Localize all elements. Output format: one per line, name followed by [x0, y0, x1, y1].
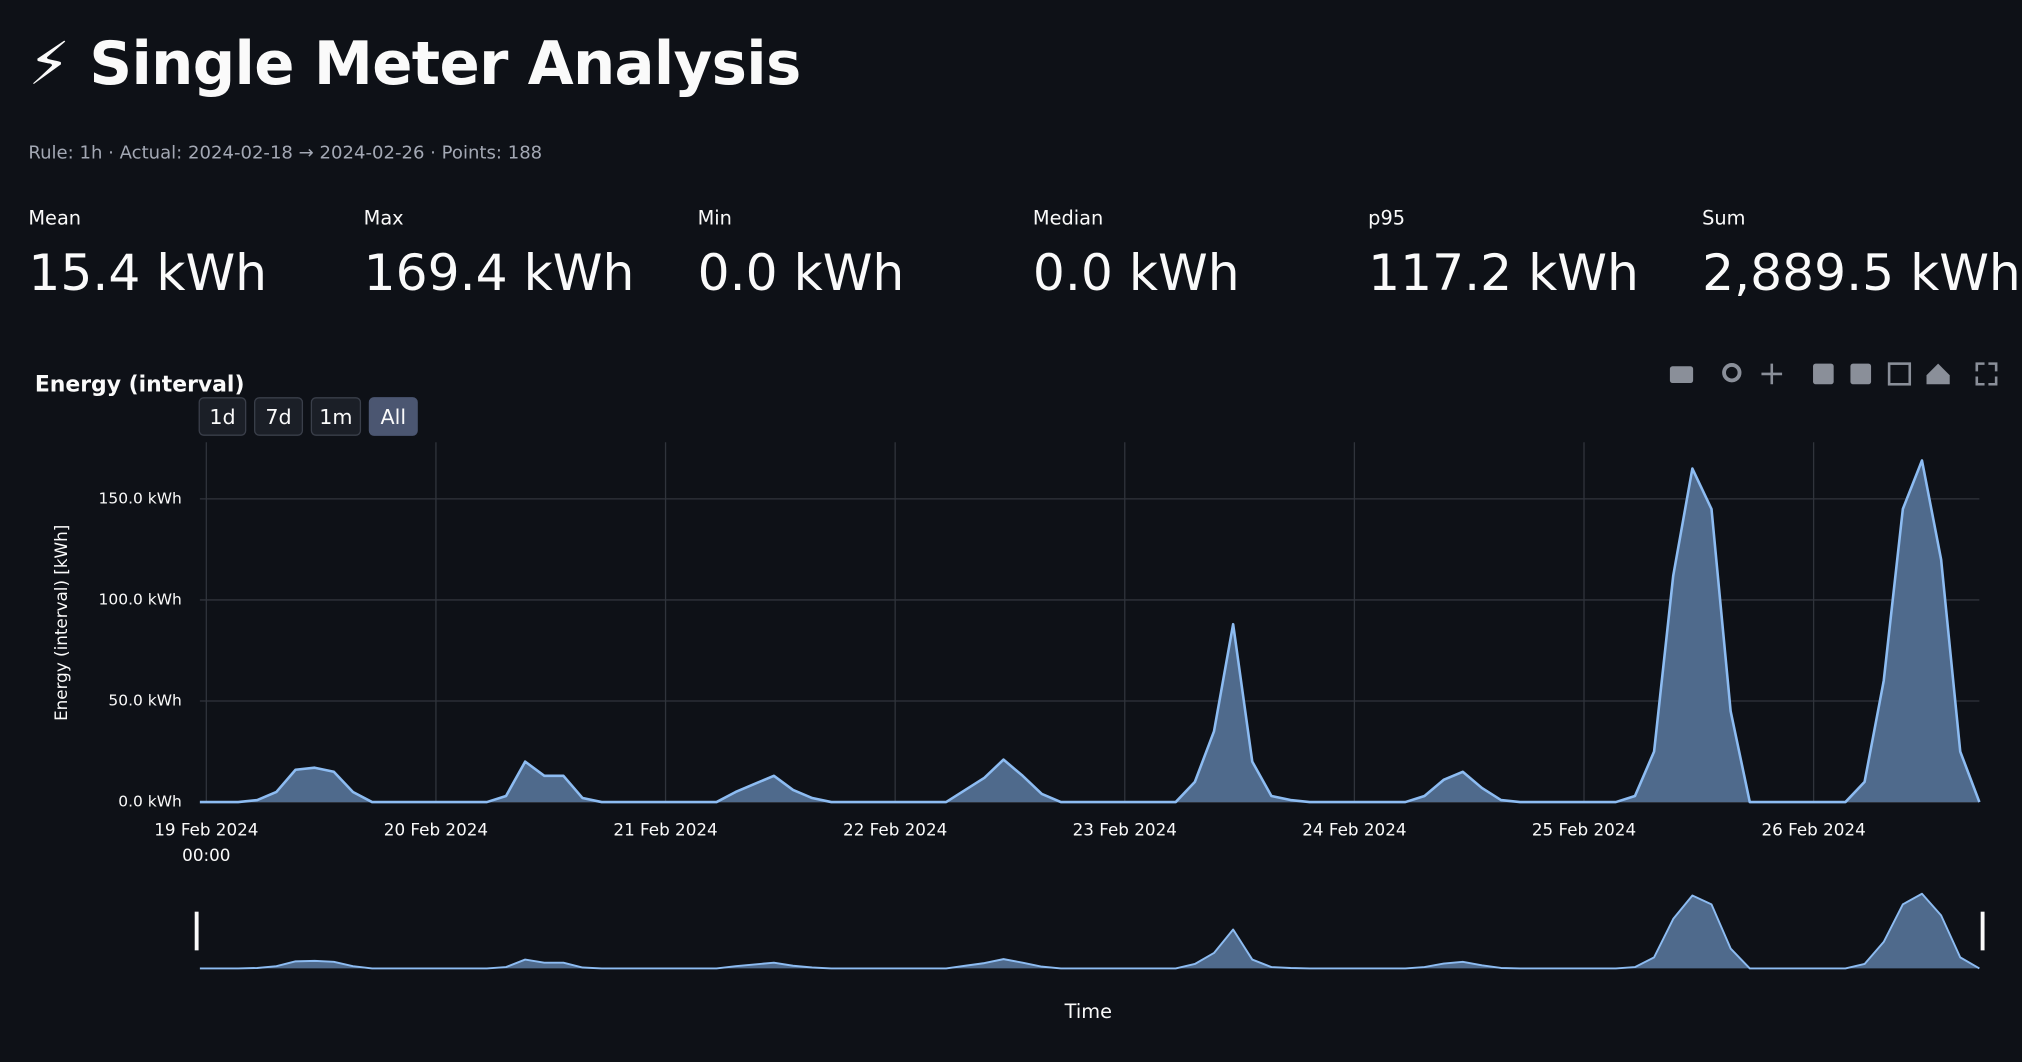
range-button[interactable]: 7d: [254, 397, 304, 436]
fullscreen-icon[interactable]: [1975, 362, 1998, 386]
camera-icon[interactable]: [1669, 366, 1694, 383]
metric-value: 15.4 kWh: [28, 245, 268, 304]
y-tick-label: 150.0 kWh: [99, 489, 182, 507]
area-series: [199, 459, 1981, 804]
chart-title: Energy (interval): [35, 373, 245, 398]
metric-value: 0.0 kWh: [1032, 245, 1240, 304]
range-slider-series: [199, 892, 1980, 970]
metric-label: Median: [1032, 206, 1104, 230]
metric-value: 2,889.5 kWh: [1702, 245, 2021, 304]
page-title: ⚡ Single Meter Analysis: [28, 28, 801, 99]
zoom-in-icon[interactable]: [1813, 363, 1834, 385]
x-tick-label: 21 Feb 2024: [613, 819, 717, 839]
x-tick-label: 26 Feb 2024: [1761, 819, 1865, 839]
zoom-icon[interactable]: [1722, 362, 1742, 383]
metric-label: p95: [1368, 206, 1406, 230]
metric-value: 169.4 kWh: [363, 245, 635, 304]
range-button[interactable]: 1d: [198, 397, 247, 436]
y-tick-label: 100.0 kWh: [99, 590, 182, 608]
range-button[interactable]: 1m: [310, 397, 362, 436]
range-handle: [194, 911, 199, 951]
zoom-out-icon[interactable]: [1850, 363, 1872, 385]
pan-icon[interactable]: [1761, 363, 1783, 385]
metric-value: 0.0 kWh: [697, 245, 905, 304]
y-tick-label: 0.0 kWh: [118, 793, 182, 811]
x-tick-label: 23 Feb 2024: [1073, 819, 1177, 839]
x-tick-label: 22 Feb 2024: [843, 819, 947, 839]
x-axis-title: Time: [1064, 1000, 1112, 1023]
x-tick-label: 20 Feb 2024: [384, 819, 488, 839]
reset-icon[interactable]: [1926, 363, 1950, 385]
range-handle: [1980, 911, 1985, 951]
metric-label: Min: [697, 206, 732, 230]
caption: Rule: 1h · Actual: 2024-02-18 → 2024-02-…: [28, 143, 543, 164]
metric-label: Mean: [28, 206, 82, 230]
autoscale-icon[interactable]: [1887, 362, 1912, 386]
metric-label: Sum: [1702, 206, 1746, 230]
metric-value: 117.2 kWh: [1368, 245, 1639, 304]
y-axis-title: Energy (interval) [kWh]: [51, 525, 71, 721]
range-button[interactable]: All: [368, 397, 418, 436]
metric-label: Max: [363, 206, 404, 230]
modebar: [1669, 362, 1998, 386]
y-tick-label: 50.0 kWh: [108, 692, 181, 710]
x-tick-label: 25 Feb 2024: [1532, 819, 1636, 839]
x-tick-label: 19 Feb 2024 00:00: [154, 819, 258, 865]
x-tick-label: 24 Feb 2024: [1302, 819, 1406, 839]
